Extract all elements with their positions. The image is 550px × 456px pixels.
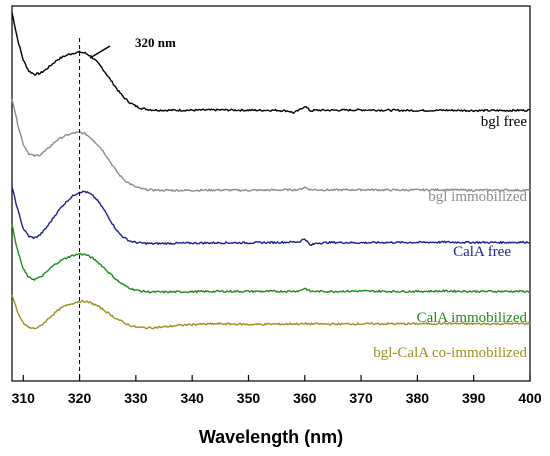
series-label-bgl-free: bgl free xyxy=(481,114,528,130)
series-line-1 xyxy=(11,98,531,192)
x-tick-label-8: 390 xyxy=(462,390,486,406)
series-label-bgl-cala-co-immobilized: bgl-CalA co-immobilized xyxy=(373,345,527,361)
series-line-0 xyxy=(11,12,531,114)
plot-frame xyxy=(11,5,531,382)
series-label-bgl-immobilized: bgl immobilized xyxy=(428,189,527,205)
x-tick-label-7: 380 xyxy=(406,390,430,406)
x-tick-label-1: 320 xyxy=(68,390,92,406)
x-axis-ticks: 310 320 330 340 350 360 370 380 390 400 xyxy=(12,375,542,406)
x-tick-label-5: 360 xyxy=(293,390,317,406)
annotation-pointer xyxy=(89,45,111,59)
x-axis-title: Wavelength (nm) xyxy=(199,427,343,447)
x-tick-label-6: 370 xyxy=(349,390,373,406)
x-tick-label-0: 310 xyxy=(12,390,36,406)
series-line-4 xyxy=(11,294,531,330)
series-line-2 xyxy=(11,186,531,247)
x-tick-label-2: 330 xyxy=(124,390,148,406)
series-layer xyxy=(11,12,531,330)
annotation-label: 320 nm xyxy=(135,35,176,50)
series-label-cala-immobilized: CalA immobilized xyxy=(417,310,528,326)
series-label-cala-free: CalA free xyxy=(453,244,511,260)
x-tick-label-4: 350 xyxy=(237,390,261,406)
series-line-3 xyxy=(11,224,531,294)
x-tick-label-3: 340 xyxy=(180,390,204,406)
x-tick-label-9: 400 xyxy=(518,390,542,406)
